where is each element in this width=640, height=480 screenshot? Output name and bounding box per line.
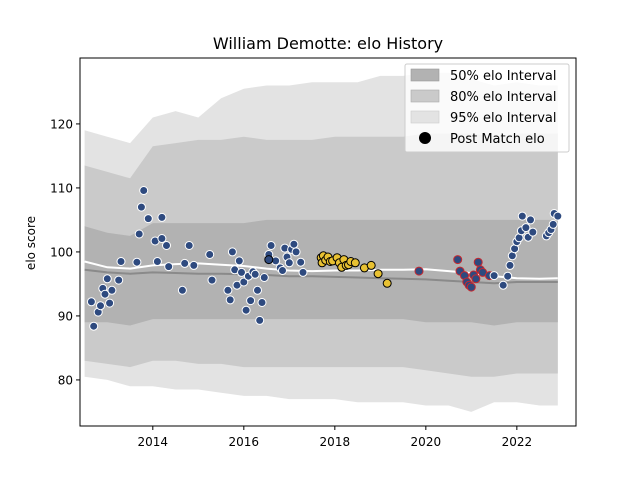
elo-point — [241, 305, 251, 315]
elo-point — [257, 298, 267, 307]
legend-swatch-50 — [410, 68, 440, 82]
y-tick-label: 90 — [58, 309, 73, 323]
x-tick-label: 2018 — [320, 435, 351, 449]
elo-point — [100, 289, 110, 299]
elo-point — [471, 274, 481, 284]
elo-point — [114, 275, 124, 285]
elo-point — [289, 239, 299, 249]
elo-point — [528, 227, 538, 237]
elo-point — [157, 212, 167, 222]
y-tick-label: 80 — [58, 373, 73, 387]
elo-point — [157, 234, 167, 243]
x-tick-label: 2016 — [229, 435, 260, 449]
elo-point — [234, 256, 244, 266]
elo-point — [132, 257, 142, 267]
elo-point — [189, 260, 199, 270]
legend: 50% elo Interval 80% elo Interval 95% el… — [404, 63, 570, 153]
x-tick-label: 2014 — [138, 435, 169, 449]
elo-point — [266, 241, 276, 250]
elo-point — [498, 280, 508, 290]
elo-point — [207, 275, 217, 285]
y-tick-label: 120 — [50, 117, 73, 131]
elo-point — [489, 271, 499, 281]
elo-point — [246, 296, 256, 306]
legend-swatch-80 — [410, 89, 440, 103]
legend-label-95: 95% elo Interval — [450, 111, 557, 126]
elo-point — [505, 260, 515, 270]
x-tick-label: 2022 — [502, 435, 533, 449]
elo-point — [382, 278, 392, 288]
chart-title: William Demotte: elo History — [213, 34, 443, 53]
elo-point — [350, 258, 360, 268]
elo-point — [152, 257, 162, 266]
elo-point — [503, 271, 513, 281]
elo-point — [180, 258, 190, 268]
elo-point — [86, 297, 96, 307]
elo-point — [278, 266, 287, 275]
elo-point — [102, 274, 112, 284]
elo-point — [291, 247, 301, 257]
elo-point — [553, 211, 563, 221]
elo-point — [366, 260, 376, 270]
elo-point — [250, 269, 260, 279]
y-axis-label: elo score — [24, 216, 38, 270]
elo-point — [105, 298, 115, 308]
elo-point — [184, 241, 194, 250]
elo-point — [298, 267, 308, 277]
elo-point — [134, 229, 144, 239]
x-axis: 2014 2016 2018 2020 2022 — [138, 426, 533, 449]
elo-point — [164, 262, 174, 272]
elo-point — [373, 269, 383, 279]
median-line — [84, 268, 558, 285]
elo-point — [253, 285, 262, 295]
y-axis: 80 90 100 110 120 — [50, 117, 80, 387]
elo-point — [225, 295, 235, 305]
plot-area — [79, 57, 577, 427]
elo-point — [143, 214, 153, 224]
elo-point — [239, 277, 249, 287]
elo-point — [284, 258, 294, 268]
y-tick-label: 100 — [50, 245, 73, 259]
elo-point — [521, 223, 531, 233]
elo-point — [255, 315, 265, 325]
elo-point — [237, 267, 246, 277]
elo-point — [139, 186, 149, 195]
elo-point — [162, 241, 171, 250]
elo-point — [89, 321, 99, 331]
elo-point — [259, 273, 269, 282]
elo-point — [453, 255, 463, 265]
legend-swatch-95 — [410, 110, 440, 124]
y-tick-label: 110 — [50, 181, 73, 195]
legend-label-post-match: Post Match elo — [450, 132, 545, 147]
elo-point — [264, 255, 274, 265]
elo-point — [205, 250, 215, 259]
legend-marker-post-match — [419, 132, 431, 144]
band-50 — [84, 219, 558, 326]
elo-point — [177, 285, 187, 295]
plot-frame — [79, 57, 577, 427]
elo-point — [548, 219, 558, 229]
elo-point — [473, 257, 483, 267]
elo-point — [296, 257, 306, 267]
elo-point — [116, 257, 126, 266]
x-tick-label: 2020 — [411, 435, 442, 449]
legend-label-80: 80% elo Interval — [450, 90, 557, 105]
elo-point — [466, 282, 476, 292]
elo-point — [96, 301, 105, 311]
elo-point — [526, 215, 535, 225]
legend-label-50: 50% elo Interval — [450, 69, 557, 84]
legend-frame — [404, 63, 570, 153]
elo-point — [223, 285, 233, 295]
post-match-points — [86, 186, 563, 331]
elo-point — [227, 247, 237, 257]
elo-point — [414, 266, 424, 276]
elo-point — [107, 285, 117, 295]
elo-point — [517, 211, 527, 221]
elo-point — [136, 202, 146, 212]
